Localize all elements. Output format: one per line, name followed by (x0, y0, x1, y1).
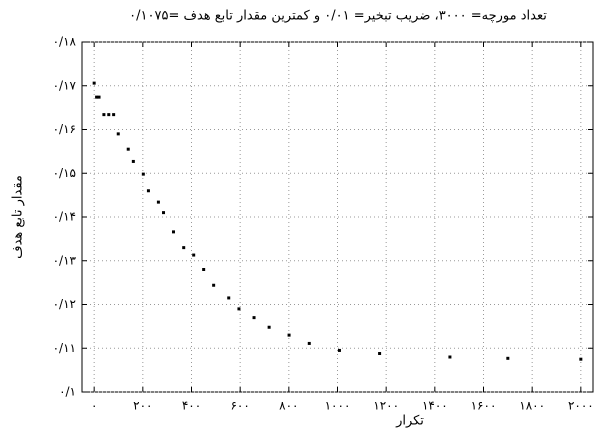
y-tick-label: ۰/۱۴ (53, 210, 76, 224)
data-point (107, 113, 111, 117)
y-tick-label: ۰/۱ (59, 385, 76, 399)
data-point (212, 283, 216, 287)
x-tick-label: ۱۰۰۰ (325, 399, 351, 413)
data-point (97, 95, 101, 99)
data-point (307, 341, 311, 345)
data-point (102, 113, 106, 117)
data-point (126, 147, 130, 151)
data-point (448, 355, 452, 359)
x-tick-label: ۱۲۰۰ (373, 399, 399, 413)
data-point (192, 253, 196, 257)
data-point (227, 296, 231, 300)
data-point (171, 230, 175, 234)
y-tick-label: ۰/۱۱ (53, 341, 76, 355)
data-point (95, 95, 99, 99)
data-point (156, 200, 160, 204)
x-tick-label: ۴۰۰ (182, 399, 201, 413)
data-point (287, 333, 291, 337)
x-tick-label: ۱۴۰۰ (422, 399, 448, 413)
data-point (131, 159, 135, 163)
y-axis-label: مقدار تابع هدف (11, 175, 26, 259)
data-point (146, 189, 150, 193)
data-point (237, 307, 241, 311)
data-point (337, 348, 341, 352)
data-point (378, 352, 382, 355)
x-tick-label: ۰ (91, 399, 97, 413)
x-axis-label: تکرار (395, 414, 424, 429)
y-tick-label: ۰/۱۶ (53, 122, 76, 136)
data-point (116, 132, 120, 136)
y-tick-label: ۰/۱۳ (53, 253, 77, 267)
data-point (162, 211, 166, 215)
y-tick-label: ۰/۱۲ (53, 297, 76, 311)
data-point (252, 316, 256, 320)
y-tick-label: ۰/۱۸ (53, 35, 77, 49)
data-point (112, 113, 116, 117)
y-tick-label: ۰/۱۵ (53, 166, 76, 180)
data-point (506, 356, 510, 360)
x-tick-label: ۱۶۰۰ (471, 399, 497, 413)
data-point (267, 325, 271, 329)
x-tick-label: ۶۰۰ (230, 399, 249, 413)
x-tick-label: ۸۰۰ (279, 399, 298, 413)
data-point (202, 268, 206, 271)
data-point (141, 172, 145, 176)
data-point (182, 246, 186, 250)
data-point (92, 81, 96, 85)
chart-title: تعداد مورچه= ۳۰۰۰، ضریب تبخیر= ۰/۰۱ و کم… (129, 9, 547, 24)
x-tick-label: ۲۰۰ (133, 399, 152, 413)
x-tick-label: ۲۰۰۰ (568, 399, 594, 413)
y-tick-label: ۰/۱۷ (53, 78, 77, 92)
x-tick-label: ۱۸۰۰ (519, 399, 545, 413)
data-point (579, 357, 583, 361)
